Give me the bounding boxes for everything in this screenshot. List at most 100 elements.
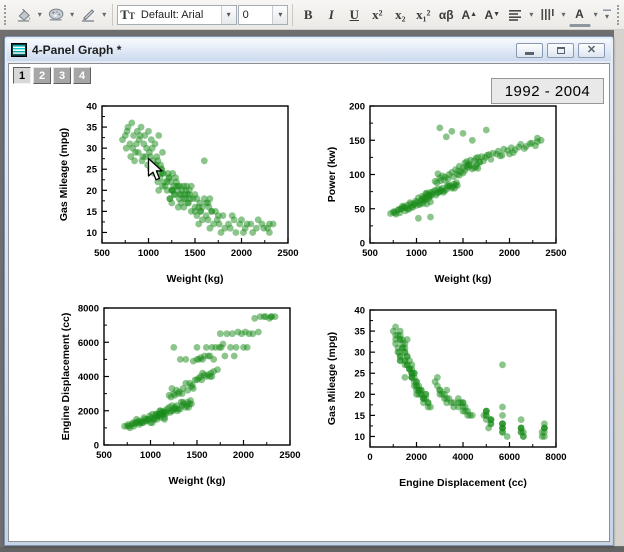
data-point xyxy=(455,162,463,170)
data-point xyxy=(485,424,492,432)
layer-button-1[interactable]: 1 xyxy=(13,67,31,84)
axes: 500 1000 1500 2000 2500 0 2000 4000 6000 8000 xyxy=(78,304,301,462)
y-tick-label: 0 xyxy=(94,441,99,452)
data-point xyxy=(223,330,231,338)
scatter-plot-power-vs-weight[interactable]: 500 1000 1500 2000 2500 0 50 100 150 200 Weight (k… xyxy=(322,98,574,290)
window-titlebar[interactable]: 4-Panel Graph * ✕ xyxy=(7,39,611,61)
palette-dropdown[interactable]: ▾ xyxy=(70,10,75,19)
alignment-dropdown[interactable]: ▾ xyxy=(529,10,534,19)
subscript-button[interactable]: x₂ xyxy=(395,6,406,22)
y-tick-label: 15 xyxy=(86,207,97,218)
x-tick-label: 1500 xyxy=(184,248,205,259)
scatter-panel-mileage-vs-displacement[interactable]: 0 2000 4000 6000 8000 10 15 20 25 30 35 40 Engine Di… xyxy=(322,302,574,494)
layer-button-3[interactable]: 3 xyxy=(53,67,71,84)
font-color-dropdown[interactable]: ▾ xyxy=(593,10,598,19)
font-color-button[interactable]: A xyxy=(568,3,591,27)
data-point xyxy=(499,403,506,411)
close-button[interactable]: ✕ xyxy=(578,42,605,58)
line-color-button[interactable] xyxy=(77,3,99,27)
font-size-dropdown[interactable]: ▾ xyxy=(272,5,288,24)
data-point xyxy=(266,220,273,228)
x-axis-title: Weight (kg) xyxy=(169,475,226,487)
scatter-panel-power-vs-weight[interactable]: 500 1000 1500 2000 2500 0 50 100 150 200 Weight (k… xyxy=(322,98,574,290)
data-point xyxy=(468,136,476,144)
data-point xyxy=(437,177,445,185)
font-size-combo[interactable]: 0 ▾ xyxy=(237,4,289,25)
restore-button[interactable] xyxy=(547,42,574,58)
data-point xyxy=(503,433,511,440)
data-point xyxy=(499,428,506,436)
data-point xyxy=(392,331,399,339)
year-range-annotation[interactable]: 1992 - 2004 xyxy=(491,78,604,104)
data-point xyxy=(214,366,221,373)
scatter-panel-displacement-vs-weight[interactable]: 500 1000 1500 2000 2500 0 2000 4000 6000 8000 Weig… xyxy=(56,300,308,492)
font-combo-dropdown[interactable]: ▾ xyxy=(220,5,236,24)
data-point xyxy=(445,181,453,189)
data-point xyxy=(193,344,201,351)
data-point xyxy=(522,143,530,150)
underline-button[interactable]: U xyxy=(349,6,359,22)
fill-color-dropdown[interactable]: ▾ xyxy=(37,10,42,19)
toolbar-separator xyxy=(292,3,294,26)
graph-page[interactable]: 1 2 3 4 1992 - 2004 500 1000 1500 2000 2500 1… xyxy=(8,63,610,542)
toolbar-overflow-button[interactable]: ▾ xyxy=(601,2,614,28)
decrease-font-button[interactable]: A ▼ xyxy=(481,3,503,27)
data-point xyxy=(161,415,168,423)
decrease-font-label: A xyxy=(484,7,494,22)
italic-button[interactable]: I xyxy=(328,6,334,22)
greek-button[interactable]: αβ xyxy=(438,7,454,22)
y-tick-label: 0 xyxy=(360,239,365,250)
data-point xyxy=(144,415,152,423)
x-tick-label: 2000 xyxy=(499,248,520,259)
scatter-plot-mileage-vs-weight[interactable]: 500 1000 1500 2000 2500 10 15 20 25 30 35 40 Weight … xyxy=(54,98,306,290)
font-combo-value: Default: Arial xyxy=(140,8,204,21)
data-point xyxy=(459,403,467,411)
data-point xyxy=(123,127,131,135)
data-point xyxy=(463,158,471,165)
minimize-button[interactable] xyxy=(516,42,543,58)
vertical-text-dropdown[interactable]: ▾ xyxy=(561,10,566,19)
line-color-dropdown[interactable]: ▾ xyxy=(102,10,107,19)
data-point xyxy=(482,126,490,134)
toolbar-grip[interactable] xyxy=(4,4,9,25)
vertical-text-button[interactable] xyxy=(536,3,558,27)
data-point xyxy=(268,313,275,320)
x-tick-label: 4000 xyxy=(452,452,473,463)
data-point xyxy=(520,433,527,440)
close-icon: ✕ xyxy=(586,43,597,56)
alignment-button[interactable] xyxy=(504,3,526,27)
y-tick-label: 15 xyxy=(354,411,365,422)
font-combo[interactable]: TT Default: Arial ▾ xyxy=(117,4,237,25)
data-point xyxy=(448,127,456,135)
increase-font-button[interactable]: A ▲ xyxy=(458,3,480,27)
layer-button-2[interactable]: 2 xyxy=(33,67,51,84)
data-point xyxy=(159,149,166,156)
data-point xyxy=(199,369,207,377)
data-point xyxy=(206,352,214,360)
data-point xyxy=(145,127,152,135)
restore-icon xyxy=(556,46,565,54)
data-point xyxy=(242,328,249,336)
fill-color-button[interactable] xyxy=(13,3,35,27)
data-point xyxy=(541,433,548,440)
scatter-panel-mileage-vs-weight[interactable]: 500 1000 1500 2000 2500 10 15 20 25 30 35 40 Weight … xyxy=(54,98,306,290)
window-title: 4-Panel Graph * xyxy=(32,43,122,57)
toolbar-grip[interactable] xyxy=(617,4,622,25)
data-point xyxy=(138,419,146,427)
graph-window[interactable]: 4-Panel Graph * ✕ 1 2 3 4 1992 - 2004 50… xyxy=(4,36,614,546)
x-tick-label: 2000 xyxy=(406,452,427,463)
layer-button-4[interactable]: 4 xyxy=(73,67,91,84)
scatter-plot-mileage-vs-displacement[interactable]: 0 2000 4000 6000 8000 10 15 20 25 30 35 40 Engine Di… xyxy=(322,302,574,494)
bold-button[interactable]: B xyxy=(303,6,313,22)
data-point xyxy=(528,139,536,147)
y-tick-label: 20 xyxy=(354,390,365,401)
data-point xyxy=(404,206,412,213)
palette-button[interactable] xyxy=(45,3,67,27)
pencil-icon xyxy=(82,9,95,22)
data-point xyxy=(176,356,184,363)
scatter-plot-displacement-vs-weight[interactable]: 500 1000 1500 2000 2500 0 2000 4000 6000 8000 Weig… xyxy=(56,300,308,492)
superscript-button[interactable]: x² xyxy=(372,6,383,22)
data-point xyxy=(215,220,223,228)
subsuperscript-button[interactable]: x₁² xyxy=(416,6,431,22)
data-point xyxy=(119,136,126,144)
